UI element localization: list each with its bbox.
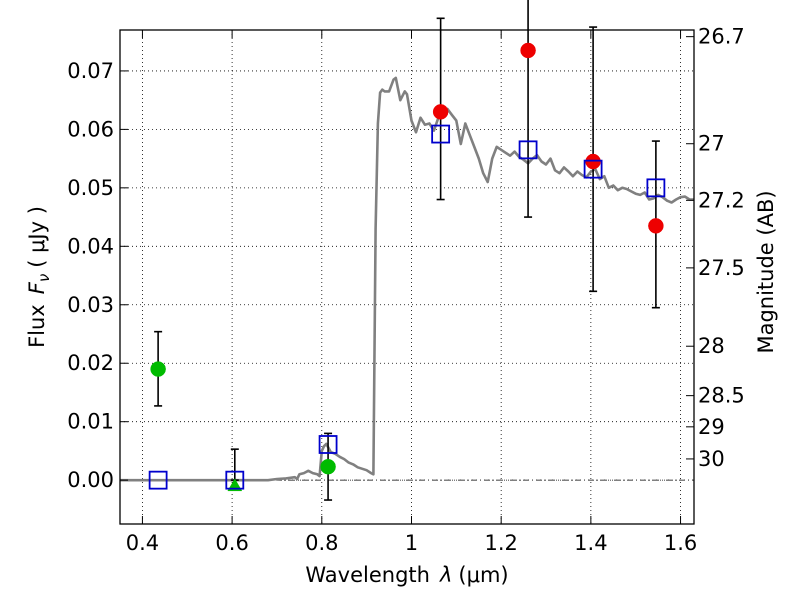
y-tick-label: 0.00	[67, 468, 114, 492]
axis-ticks: 0.4 0.6 0.8 1 1.2 1.4 1.6 0.00 0.01 0.02 0.03 0.04 0…	[67, 25, 745, 555]
model-photometry-square	[583, 159, 603, 179]
y-tick-label: 0.05	[67, 176, 114, 200]
y2-tick-label: 28	[698, 334, 725, 358]
y2-tick-label: 29	[698, 415, 725, 439]
y-tick-label: 0.02	[67, 351, 114, 375]
y-axis-label: FluxFν( μJy )	[25, 206, 53, 348]
x-tick-label: 0.6	[215, 531, 248, 555]
y-tick-label: 0.04	[67, 234, 114, 258]
y-tick-label: 0.07	[67, 59, 114, 83]
x-tick-label: 1.6	[664, 531, 697, 555]
axes-frame	[119, 29, 695, 525]
model-photometry-square	[148, 470, 168, 490]
plot-area	[120, 0, 694, 501]
x-tick-label: 0.4	[126, 531, 159, 555]
data-point	[648, 218, 664, 234]
model-photometry-square	[431, 124, 451, 144]
y2-tick-label: 27	[698, 132, 725, 156]
data-point	[432, 104, 449, 120]
x-axis-label: Wavelength λ (μm)	[305, 563, 508, 587]
data-point	[520, 42, 536, 59]
x-tick-label: 1.4	[574, 531, 607, 555]
model-photometry-square	[518, 140, 538, 160]
x-tick-label: 0.8	[305, 531, 338, 555]
y2-axis-label: Magnitude (AB)	[754, 190, 778, 353]
grid	[120, 30, 694, 524]
model-photometry-square	[225, 470, 245, 490]
model-photometry-square	[318, 435, 338, 454]
data-point	[320, 458, 336, 475]
y2-tick-label: 30	[698, 447, 725, 471]
x-tick-label: 1.2	[484, 531, 517, 555]
y-tick-label: 0.01	[67, 410, 114, 434]
data-point	[150, 361, 166, 377]
y-tick-label: 0.03	[67, 293, 114, 317]
y2-tick-label: 27.5	[698, 256, 745, 280]
x-tick-label: 1	[405, 531, 418, 555]
model-photometry-square	[646, 178, 666, 198]
model-sed-line	[120, 76, 694, 482]
y2-tick-label: 28.5	[698, 384, 745, 408]
y2-tick-label: 26.7	[698, 25, 745, 49]
y-tick-label: 0.06	[67, 117, 114, 141]
y2-tick-label: 27.2	[698, 188, 745, 212]
data-point	[585, 153, 601, 170]
